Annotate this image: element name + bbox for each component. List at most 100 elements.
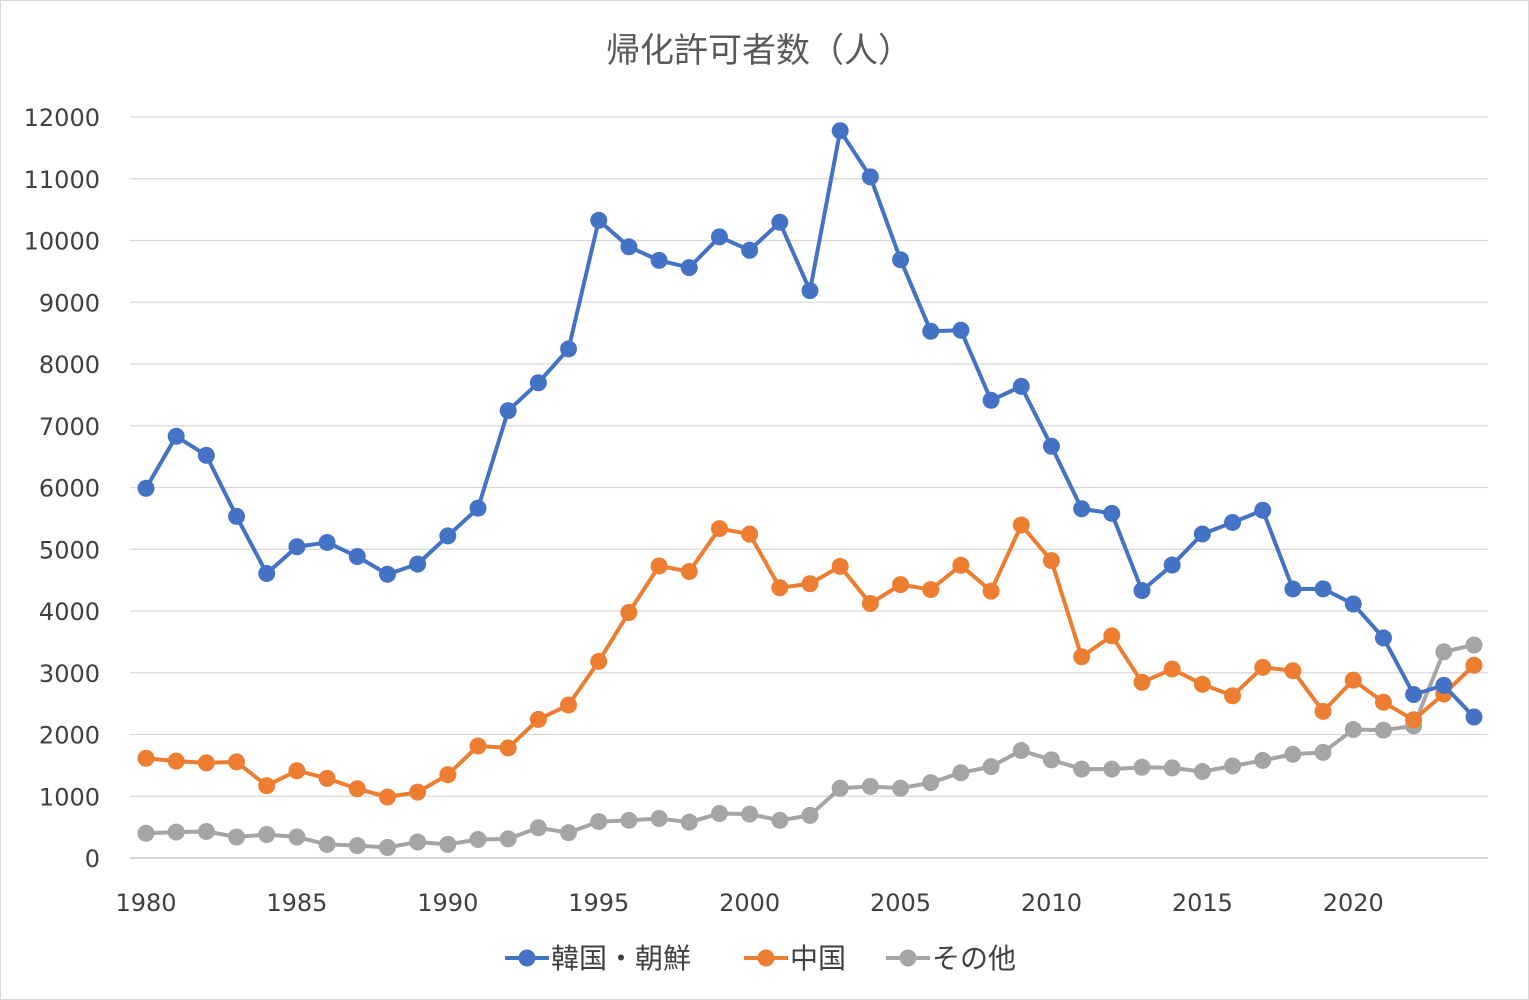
- data-point: [952, 556, 970, 574]
- data-point: [1254, 501, 1272, 519]
- data-point: [680, 563, 698, 581]
- x-tick-label: 2000: [719, 889, 780, 917]
- legend-item: 韓国・朝鮮: [505, 942, 691, 975]
- legend-label: 中国: [790, 942, 846, 975]
- x-tick-label: 1995: [568, 889, 629, 917]
- data-point: [1163, 660, 1181, 678]
- data-point: [1012, 742, 1030, 760]
- data-point: [1374, 629, 1392, 647]
- data-point: [1163, 759, 1181, 777]
- legend-item: その他: [886, 942, 1016, 975]
- data-point: [1405, 711, 1423, 729]
- x-tick-label: 2020: [1323, 889, 1384, 917]
- data-point: [982, 582, 1000, 600]
- data-point: [831, 557, 849, 575]
- series-1: [137, 516, 1483, 806]
- y-tick-label: 0: [85, 845, 100, 873]
- data-point: [1103, 627, 1121, 645]
- data-point: [1374, 693, 1392, 711]
- data-point: [1042, 437, 1060, 455]
- data-point: [318, 533, 336, 551]
- data-point: [137, 824, 155, 842]
- data-point: [892, 251, 910, 269]
- data-point: [167, 427, 185, 445]
- y-tick-label: 5000: [39, 536, 100, 564]
- data-point: [1284, 745, 1302, 763]
- data-point: [288, 762, 306, 780]
- data-point: [409, 555, 427, 573]
- data-point: [1344, 671, 1362, 689]
- data-point: [861, 168, 879, 186]
- data-point: [197, 754, 215, 772]
- data-point: [137, 479, 155, 497]
- data-point: [1254, 658, 1272, 676]
- data-point: [137, 749, 155, 767]
- y-tick-label: 9000: [39, 289, 100, 317]
- data-point: [499, 402, 517, 420]
- data-point: [801, 575, 819, 593]
- x-tick-label: 2010: [1021, 889, 1082, 917]
- data-point: [741, 241, 759, 259]
- data-point: [348, 548, 366, 566]
- data-point: [1133, 673, 1151, 691]
- data-point: [167, 823, 185, 841]
- y-tick-label: 1000: [39, 783, 100, 811]
- data-point: [922, 322, 940, 340]
- data-point: [1103, 760, 1121, 778]
- data-point: [1465, 656, 1483, 674]
- x-tick-label: 1985: [266, 889, 327, 917]
- data-point: [1012, 516, 1030, 534]
- data-point: [409, 833, 427, 851]
- data-point: [409, 783, 427, 801]
- data-point: [228, 753, 246, 771]
- data-point: [650, 557, 668, 575]
- series-group: [137, 122, 1483, 857]
- data-point: [167, 752, 185, 770]
- data-point: [922, 774, 940, 792]
- data-point: [771, 213, 789, 231]
- y-tick-label: 6000: [39, 475, 100, 503]
- data-point: [258, 826, 276, 844]
- data-point: [741, 805, 759, 823]
- data-point: [590, 211, 608, 229]
- data-point: [1405, 685, 1423, 703]
- data-point: [710, 228, 728, 246]
- data-point: [1224, 687, 1242, 705]
- data-point: [1344, 721, 1362, 739]
- data-point: [1435, 643, 1453, 661]
- data-point: [1073, 500, 1091, 518]
- data-point: [892, 779, 910, 797]
- y-tick-label: 7000: [39, 413, 100, 441]
- data-point: [590, 652, 608, 670]
- data-point: [1073, 760, 1091, 778]
- data-point: [741, 525, 759, 543]
- data-point: [1314, 580, 1332, 598]
- x-axis-ticks: 1980 1985 1990 1995 2000 2005 2010 2015 2020: [115, 889, 1383, 917]
- data-point: [831, 779, 849, 797]
- data-point: [560, 824, 578, 842]
- data-point: [680, 813, 698, 831]
- data-point: [378, 788, 396, 806]
- data-point: [469, 499, 487, 517]
- x-tick-label: 2005: [870, 889, 931, 917]
- data-point: [348, 837, 366, 855]
- legend-marker: [757, 949, 775, 967]
- data-point: [318, 835, 336, 853]
- data-point: [439, 766, 457, 784]
- data-point: [529, 374, 547, 392]
- data-point: [469, 737, 487, 755]
- data-point: [228, 507, 246, 525]
- y-tick-label: 12000: [24, 104, 100, 132]
- data-point: [258, 777, 276, 795]
- data-point: [197, 822, 215, 840]
- data-point: [348, 780, 366, 798]
- x-tick-label: 1980: [115, 889, 176, 917]
- data-point: [1012, 377, 1030, 395]
- data-point: [197, 446, 215, 464]
- data-point: [620, 811, 638, 829]
- data-point: [439, 835, 457, 853]
- data-point: [1254, 751, 1272, 769]
- data-point: [922, 581, 940, 599]
- data-point: [1465, 636, 1483, 654]
- y-tick-label: 3000: [39, 660, 100, 688]
